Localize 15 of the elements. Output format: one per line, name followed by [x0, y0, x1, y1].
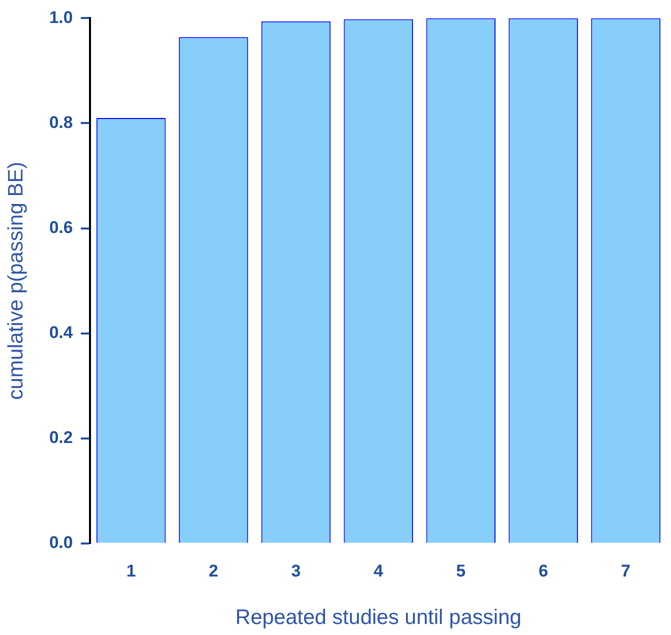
y-tick-label: 0.6 [49, 218, 73, 237]
x-tick-label: 1 [126, 561, 136, 580]
x-tick-label: 3 [291, 561, 301, 580]
x-tick-label: 5 [456, 561, 466, 580]
x-tick-label: 2 [208, 561, 218, 580]
y-tick-label: 0.4 [49, 323, 74, 342]
x-tick-label: 7 [621, 561, 631, 580]
y-tick-label: 0.8 [49, 112, 73, 132]
y-tick-label: 0.0 [49, 533, 73, 552]
y-tick-label: 0.2 [49, 428, 73, 448]
y-tick-label: 1.0 [49, 8, 73, 27]
x-tick-label: 4 [374, 561, 384, 580]
y-axis-title: cumulative p(passing BE) [4, 162, 28, 400]
x-tick-label: 6 [538, 561, 548, 580]
x-axis-title: Repeated studies until passing [235, 606, 522, 630]
